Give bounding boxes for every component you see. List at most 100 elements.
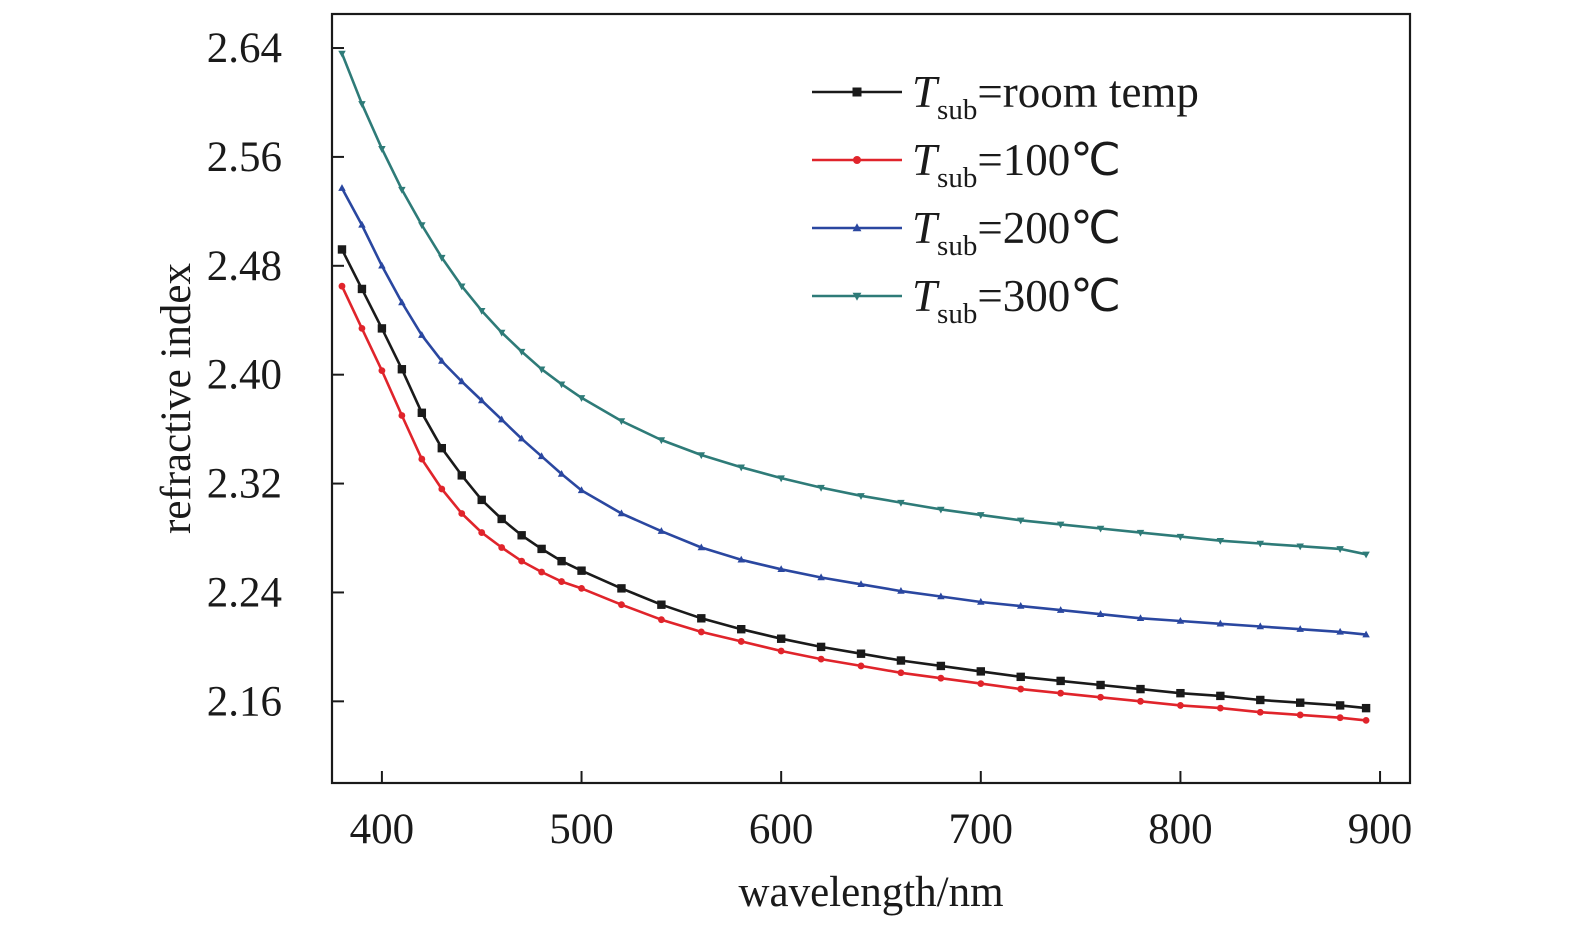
data-point xyxy=(1296,711,1304,719)
data-point xyxy=(557,556,566,566)
data-point xyxy=(657,437,666,445)
data-point xyxy=(338,282,346,290)
legend-label-main: T xyxy=(912,271,940,321)
legend-item: Tsub=200℃ xyxy=(812,203,1121,262)
series-4 xyxy=(338,50,1370,559)
data-point xyxy=(737,555,745,563)
data-point xyxy=(1216,538,1225,545)
data-point xyxy=(1216,619,1225,627)
data-point xyxy=(438,356,446,364)
data-point xyxy=(1136,614,1145,622)
data-point xyxy=(1256,695,1265,705)
ticks-layer: 400 500 600 700 800 900 2.16 2.24 2.32 2.40 2.48 2.… xyxy=(207,25,1413,853)
data-point xyxy=(1017,685,1025,693)
legend-label: Tsub=200℃ xyxy=(912,203,1121,262)
data-point xyxy=(1096,610,1105,617)
data-point xyxy=(557,381,566,389)
data-point xyxy=(617,418,626,426)
legend-label-sub: sub xyxy=(937,298,977,330)
data-point xyxy=(1177,702,1184,709)
data-point xyxy=(1256,622,1265,630)
data-point xyxy=(697,628,705,636)
data-point xyxy=(617,509,626,517)
data-point xyxy=(1336,714,1344,722)
data-point xyxy=(1016,672,1025,682)
legend-label: Tsub=room temp xyxy=(912,67,1199,126)
data-point xyxy=(817,655,825,663)
data-point xyxy=(897,587,905,594)
data-point xyxy=(458,377,466,385)
data-point xyxy=(577,395,586,402)
legend-item: Tsub=room temp xyxy=(812,67,1199,126)
y-tick-label: 2.40 xyxy=(207,352,282,399)
data-point xyxy=(657,600,666,609)
data-point xyxy=(1137,697,1144,705)
data-point xyxy=(857,580,865,588)
data-point xyxy=(558,578,565,585)
data-point xyxy=(657,527,666,534)
data-point xyxy=(1057,689,1065,697)
data-point xyxy=(1016,601,1025,609)
data-point xyxy=(1136,529,1145,537)
legend-label-sub: sub xyxy=(937,94,977,126)
data-point xyxy=(477,495,486,505)
x-tick-label: 700 xyxy=(949,806,1014,853)
series-2 xyxy=(338,282,1370,724)
data-point xyxy=(338,184,346,191)
data-point xyxy=(517,531,526,540)
data-point xyxy=(1256,708,1264,716)
data-point xyxy=(458,283,466,291)
x-tick-label: 500 xyxy=(549,806,614,853)
data-point xyxy=(977,680,985,688)
legend-marker xyxy=(852,292,862,301)
data-point xyxy=(478,529,486,536)
data-point xyxy=(518,557,526,565)
data-point xyxy=(578,584,585,592)
legend-label-rest: =300℃ xyxy=(977,271,1120,321)
y-tick-label: 2.16 xyxy=(207,678,282,725)
x-tick-label: 800 xyxy=(1148,806,1213,853)
data-point xyxy=(397,365,407,374)
data-point xyxy=(517,434,526,442)
data-point xyxy=(817,484,825,492)
data-point xyxy=(697,543,706,551)
y-tick-label: 2.56 xyxy=(207,134,282,181)
data-point xyxy=(857,493,865,500)
series-layer xyxy=(337,50,1371,724)
legend-label: Tsub=100℃ xyxy=(912,135,1121,194)
data-point xyxy=(1362,630,1370,638)
data-point xyxy=(377,324,387,333)
data-point xyxy=(358,101,366,108)
data-point xyxy=(737,638,745,645)
series-3 xyxy=(338,184,1370,638)
data-point xyxy=(498,544,506,551)
data-point xyxy=(816,642,826,652)
data-point xyxy=(418,455,426,463)
x-tick-label: 400 xyxy=(350,806,415,853)
data-point xyxy=(1056,521,1065,529)
legend-label-rest: =200℃ xyxy=(977,203,1120,253)
data-point xyxy=(1056,606,1065,613)
data-point xyxy=(358,325,366,332)
data-point xyxy=(1216,704,1224,712)
data-point xyxy=(1362,716,1370,724)
legend-label-rest: =room temp xyxy=(977,67,1199,117)
data-point xyxy=(697,452,706,460)
data-point xyxy=(338,50,346,58)
data-point xyxy=(1296,698,1305,707)
data-point xyxy=(357,284,367,294)
data-point xyxy=(618,601,625,609)
data-point xyxy=(777,475,785,483)
legend-marker xyxy=(852,223,862,232)
x-tick-label: 900 xyxy=(1348,806,1413,853)
data-point xyxy=(537,366,546,374)
data-point xyxy=(1336,546,1344,553)
legend-label: Tsub=300℃ xyxy=(912,271,1121,330)
data-point xyxy=(1176,616,1185,624)
data-point xyxy=(776,634,786,643)
legend-item: Tsub=300℃ xyxy=(812,271,1121,330)
x-tick-label: 600 xyxy=(749,806,814,853)
series-line xyxy=(340,248,1367,710)
data-point xyxy=(418,331,426,338)
